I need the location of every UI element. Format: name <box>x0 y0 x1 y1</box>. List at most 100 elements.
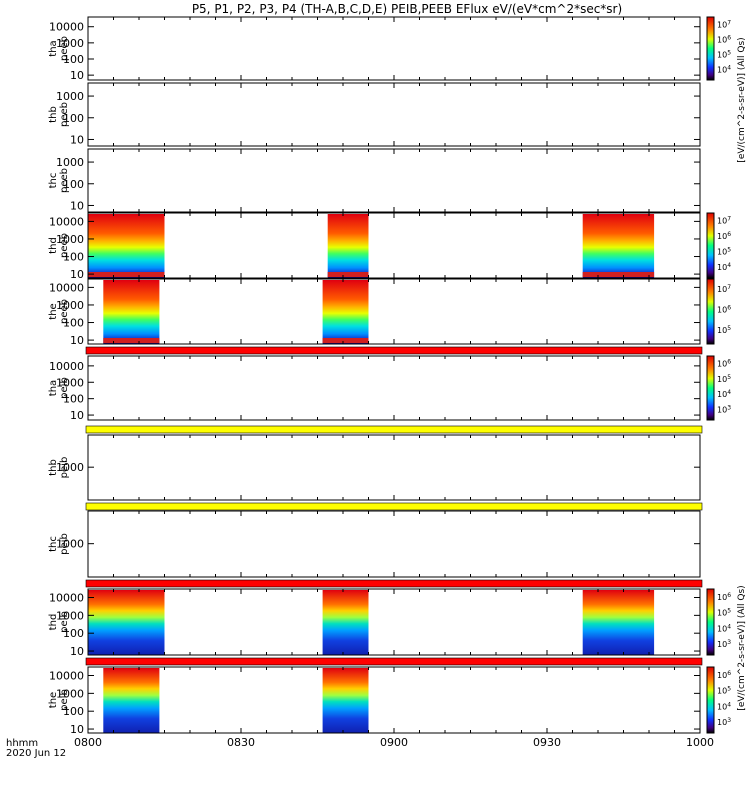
colorbar-tick-label: 103 <box>717 639 731 649</box>
y-tick-label: 1000 <box>56 538 84 551</box>
y-axis-label-line: peib <box>59 533 70 555</box>
quality-flag-bar <box>85 579 703 588</box>
quality-flag-bar <box>85 425 703 434</box>
colorbar-tick-label: 106 <box>717 670 731 680</box>
colorbar-label-peeb: [eV/(cm^2-s-sr-eV)] (All Qs) <box>737 37 747 162</box>
y-axis-label-line: peeb <box>59 168 70 193</box>
panel-frame-the-peeb <box>87 278 701 345</box>
spectrogram-block-the-peib-1 <box>322 668 369 733</box>
panel-the-peeb: 10 100 1000 10000 the peeb 105 106 107 <box>48 278 731 355</box>
colorbar-tick-label: 104 <box>717 262 731 272</box>
y-axis-label-line: the <box>48 303 59 319</box>
y-axis-label-line: thc <box>48 536 59 552</box>
time-axis-label-hhmm: hhmm <box>6 738 38 749</box>
y-axis-label-line: tha <box>48 40 59 56</box>
spectrogram-block-thd-peib-1 <box>322 590 369 655</box>
y-tick-label: 1000 <box>56 90 84 103</box>
panel-thd-peib: 10 100 1000 10000 thd peib 103 104 105 106 <box>48 588 731 666</box>
panel-frame-the-peib <box>87 666 701 734</box>
colorbar-tick-label: 105 <box>717 247 731 257</box>
colorbar-tick-label: 105 <box>717 325 731 335</box>
low-energy-band-thd-peeb-2 <box>582 272 655 277</box>
y-tick-label: 1000 <box>56 461 84 474</box>
y-axis-label-line: peeb <box>59 102 70 127</box>
y-axis-label-line: the <box>48 692 59 708</box>
colorbar-tick-label: 106 <box>717 231 731 241</box>
y-tick-label: 1000 <box>56 609 84 622</box>
panel-thd-peeb: 10 100 1000 10000 thd peeb 104 105 106 107 <box>48 212 731 281</box>
time-tick-label: 0830 <box>227 736 255 749</box>
y-tick-label: 10 <box>70 268 84 281</box>
time-tick-label: 0900 <box>380 736 408 749</box>
y-tick-label: 100 <box>63 112 84 125</box>
colorbar-thd-peib <box>706 588 715 656</box>
low-energy-band-the-peeb-0 <box>103 338 160 343</box>
time-axis-label-date: 2020 Jun 12 <box>6 748 66 759</box>
y-axis-label-line: thb <box>48 459 59 476</box>
spectrogram-block-the-peeb-0 <box>103 280 160 344</box>
quality-flag-bar <box>85 502 703 511</box>
y-tick-label: 100 <box>63 251 84 264</box>
low-energy-band-thd-peeb-1 <box>327 272 369 277</box>
y-tick-label: 10 <box>70 723 84 736</box>
y-tick-label: 100 <box>63 393 84 406</box>
y-axis-label-line: peeb <box>59 233 70 258</box>
y-tick-label: 10000 <box>49 215 84 228</box>
colorbar-the-peeb <box>706 278 715 345</box>
colorbar-tick-label: 106 <box>717 35 731 45</box>
panel-tha-peeb: 10 100 1000 10000 tha peeb 104 105 106 107 <box>48 16 731 82</box>
y-axis-label-line: peeb <box>59 299 70 324</box>
quality-flag-bar <box>85 657 703 666</box>
y-tick-label: 100 <box>63 627 84 640</box>
colorbar-thd-peeb <box>706 212 715 279</box>
time-tick-label: 1000 <box>686 736 714 749</box>
spectrogram-block-the-peeb-1 <box>322 280 369 344</box>
y-axis-label-line: thd <box>48 237 59 254</box>
spectrogram-block-thd-peeb-2 <box>582 214 655 278</box>
y-tick-label: 100 <box>63 178 84 191</box>
low-energy-band-thd-peeb-0 <box>88 272 165 277</box>
y-tick-label: 10000 <box>49 21 84 34</box>
panel-frame-thb-peeb <box>87 82 701 147</box>
y-tick-label: 10000 <box>49 281 84 294</box>
y-axis-label-line: thd <box>48 614 59 631</box>
colorbar-tha-peeb <box>706 16 715 81</box>
y-tick-label: 1000 <box>56 299 84 312</box>
y-axis-label-line: peib <box>59 611 70 633</box>
low-energy-band-the-peeb-1 <box>322 338 369 343</box>
colorbar-tick-label: 107 <box>717 284 731 294</box>
panel-frame-tha-peeb <box>87 16 701 81</box>
panel-thb-peeb: 10 100 1000 thb peeb <box>48 82 701 147</box>
time-tick-label: 0930 <box>533 736 561 749</box>
colorbar-tick-label: 104 <box>717 65 731 75</box>
y-tick-label: 10 <box>70 199 84 212</box>
y-tick-label: 10 <box>70 645 84 658</box>
colorbar-tick-label: 107 <box>717 216 731 226</box>
panel-frame-thc-peeb <box>87 148 701 213</box>
panel-frame-thb-peib <box>87 434 701 501</box>
colorbar-tick-label: 105 <box>717 608 731 618</box>
y-tick-label: 1000 <box>56 687 84 700</box>
quality-flag-bar <box>85 346 703 355</box>
colorbar-tick-label: 104 <box>717 389 731 399</box>
y-tick-label: 10000 <box>49 592 84 605</box>
panel-frame-tha-peib <box>87 355 701 421</box>
colorbar-the-peib <box>706 666 715 734</box>
y-tick-label: 100 <box>63 705 84 718</box>
y-tick-label: 100 <box>63 317 84 330</box>
y-tick-label: 1000 <box>56 156 84 169</box>
colorbar-tick-label: 104 <box>717 623 731 633</box>
y-tick-label: 10 <box>70 133 84 146</box>
panel-tha-peib: 10 100 1000 10000 tha peib 103 104 105 106 <box>48 355 731 434</box>
y-axis-label-line: peeb <box>59 36 70 61</box>
spectrogram-block-thd-peib-0 <box>88 590 165 655</box>
spectrogram-block-thd-peeb-1 <box>327 214 369 278</box>
colorbar-label-peib: [eV/(cm^2-s-sr-eV)] (All Qs) <box>737 585 747 710</box>
time-axis: 0800 0830 0900 0930 1000 <box>74 736 714 749</box>
spectrogram-block-thd-peib-2 <box>582 590 655 655</box>
colorbar-tick-label: 106 <box>717 592 731 602</box>
y-tick-label: 100 <box>63 53 84 66</box>
